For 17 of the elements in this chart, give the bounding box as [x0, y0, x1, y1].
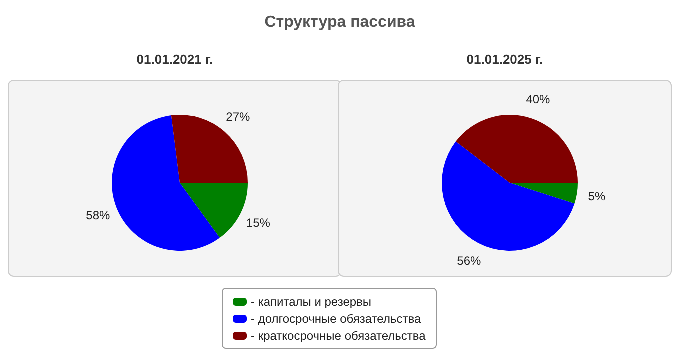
chart-subtitle: 01.01.2021 г.: [136, 52, 214, 69]
pie-slice: [442, 142, 575, 251]
data-label: 40%: [526, 92, 551, 107]
data-label: 56%: [457, 254, 482, 268]
pie-slice: [456, 115, 578, 183]
chart-subtitle: 01.01.2025 г.: [466, 52, 544, 69]
data-label: 58%: [86, 208, 111, 222]
data-label: 5%: [588, 190, 606, 204]
pie-slice: [510, 183, 578, 204]
pie-slice: [180, 183, 248, 238]
legend-label: - долгосрочные обязательства: [251, 312, 422, 326]
chart-title: Структура пассива: [264, 14, 416, 32]
data-label: 15%: [246, 216, 271, 230]
pie-slice: [112, 116, 220, 251]
data-label: 27%: [226, 110, 251, 124]
legend-label: - краткосрочные обязательства: [251, 328, 426, 342]
legend-label: - капиталы и резервы: [251, 294, 372, 308]
